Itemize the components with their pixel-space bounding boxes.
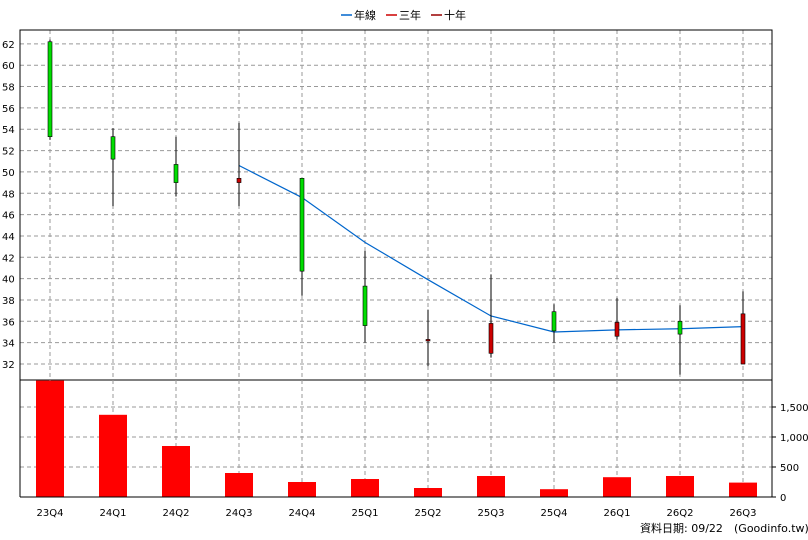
legend-annual-label: 年線 — [354, 8, 376, 22]
x-tick-label: 24Q4 — [289, 508, 316, 519]
x-tick-label: 25Q2 — [415, 508, 442, 519]
volume-bar — [729, 482, 757, 497]
x-axis-tick-labels: 23Q4 24Q1 24Q2 24Q3 24Q4 25Q1 25Q2 25Q3 25Q4 26Q1… — [37, 508, 757, 519]
x-tick-label: 24Q2 — [163, 508, 190, 519]
price-y-tick-label: 44 — [2, 232, 15, 243]
x-tick-label: 24Q3 — [226, 508, 253, 519]
volume-bar-series — [36, 380, 757, 497]
price-y-tick-label: 56 — [2, 104, 15, 115]
volume-y-axis-ticks: 0 500 1,000 1,500 — [772, 403, 808, 504]
price-gridlines — [20, 30, 772, 380]
candle-body — [614, 322, 620, 337]
footer-source: (Goodinfo.tw) — [734, 522, 808, 535]
price-y-tick-label: 36 — [2, 317, 15, 328]
volume-y-tick-label: 1,000 — [780, 433, 808, 444]
price-y-tick-label: 48 — [2, 189, 15, 200]
volume-bar — [603, 477, 631, 497]
volume-bar — [666, 476, 694, 497]
legend: 年線 三年 十年 — [341, 8, 466, 22]
legend-three-year-label: 三年 — [399, 8, 421, 22]
candle-body — [236, 178, 242, 183]
candle-body — [488, 323, 494, 354]
volume-y-tick-label: 0 — [780, 493, 786, 504]
candlestick — [740, 291, 746, 365]
candle-body — [551, 311, 557, 332]
candle-body — [425, 339, 431, 342]
x-tick-label: 25Q1 — [352, 508, 379, 519]
price-y-tick-label: 40 — [2, 275, 15, 286]
x-tick-label: 26Q3 — [730, 508, 757, 519]
price-y-tick-label: 32 — [2, 360, 15, 371]
price-y-tick-label: 62 — [2, 40, 15, 51]
candlestick — [488, 274, 494, 358]
volume-gridlines — [20, 380, 772, 497]
legend-ten-year-label: 十年 — [444, 8, 466, 22]
x-tick-label: 25Q4 — [541, 508, 568, 519]
volume-bar — [288, 482, 316, 497]
x-tick-label: 26Q2 — [667, 508, 694, 519]
volume-bar — [414, 488, 442, 497]
price-y-tick-label: 54 — [2, 125, 15, 136]
candlestick — [173, 136, 179, 197]
price-y-tick-label: 34 — [2, 339, 15, 350]
volume-bar — [99, 414, 127, 497]
price-y-tick-label: 50 — [2, 168, 15, 179]
volume-bar — [162, 446, 190, 497]
x-tick-label: 24Q1 — [100, 508, 127, 519]
candlestick — [425, 309, 431, 367]
volume-bar — [477, 476, 505, 497]
candlestick — [236, 122, 242, 207]
candlestick — [110, 128, 116, 207]
candle-body — [740, 313, 746, 365]
volume-bar — [36, 380, 64, 497]
volume-bar — [225, 473, 253, 497]
x-tick-label: 23Q4 — [37, 508, 64, 519]
candlestick — [362, 250, 368, 343]
candle-body — [110, 136, 116, 160]
price-y-tick-label: 38 — [2, 296, 15, 307]
price-y-axis-ticks: 32 34 36 38 40 42 44 46 48 50 52 54 56 58 60 62 — [2, 40, 15, 371]
volume-bar — [351, 479, 379, 497]
footer-date: 資料日期: 09/22 — [640, 521, 723, 535]
volume-y-tick-label: 1,500 — [780, 403, 808, 414]
candlestick — [614, 297, 620, 340]
price-y-tick-label: 46 — [2, 211, 15, 222]
candle-body — [362, 285, 368, 326]
candle-body — [173, 164, 179, 183]
candlestick — [551, 304, 557, 343]
price-plot-frame — [19, 29, 773, 381]
volume-y-tick-label: 500 — [780, 463, 799, 474]
x-tick-label: 26Q1 — [604, 508, 631, 519]
candle-body — [677, 321, 683, 335]
candlestick — [677, 305, 683, 375]
candlestick — [47, 39, 53, 140]
candle-body — [47, 41, 53, 138]
price-y-tick-label: 52 — [2, 147, 15, 158]
volume-bar — [540, 489, 568, 497]
price-y-tick-label: 60 — [2, 61, 15, 72]
x-tick-label: 25Q3 — [478, 508, 505, 519]
price-y-tick-label: 42 — [2, 253, 15, 264]
candlestick — [299, 178, 305, 296]
candle-body — [299, 178, 305, 272]
candlestick-series — [47, 39, 746, 375]
price-y-tick-label: 58 — [2, 83, 15, 94]
